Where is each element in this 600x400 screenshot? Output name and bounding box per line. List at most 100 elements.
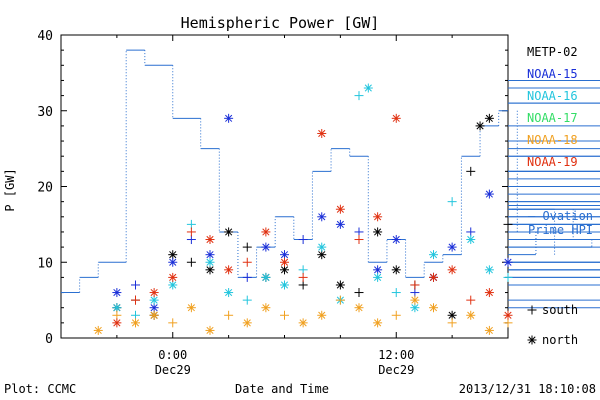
data-point [373, 318, 383, 328]
data-point [503, 272, 513, 282]
marker-legend-symbol [527, 335, 537, 345]
data-point [373, 227, 383, 237]
data-point [484, 265, 494, 275]
data-point [186, 257, 196, 267]
data-point [168, 280, 178, 290]
data-point [168, 257, 178, 267]
legend-item: NOAA-15 [527, 67, 578, 81]
data-point [484, 189, 494, 199]
y-tick-label: 10 [37, 256, 53, 271]
x-tick-label-time: 0:00 [158, 348, 187, 362]
data-point [224, 310, 234, 320]
x-tick-label-date: Dec29 [155, 363, 191, 377]
data-point [317, 128, 327, 138]
data-point [280, 265, 289, 275]
data-point [475, 121, 485, 131]
data-point [205, 257, 215, 267]
data-point [466, 227, 476, 237]
plot-credit: Plot: CCMC [4, 382, 76, 396]
data-point [298, 235, 308, 245]
data-point [466, 235, 476, 245]
data-point [503, 257, 513, 267]
data-point [373, 265, 383, 275]
data-point [354, 288, 364, 298]
data-point [410, 295, 420, 305]
data-point [335, 295, 345, 305]
data-point [429, 272, 438, 282]
data-point [149, 310, 159, 320]
marker-legend-label: north [542, 333, 578, 347]
series-noaa-18 [93, 295, 513, 335]
data-point [224, 227, 234, 237]
series-metp-02 [112, 113, 513, 320]
legend-item: METP-02 [527, 45, 578, 59]
data-point [242, 318, 252, 328]
data-point [447, 197, 457, 207]
ovation-legend-line1: — Ovation [528, 209, 593, 223]
data-point [447, 310, 457, 320]
data-point [447, 242, 457, 252]
legend-item: NOAA-16 [527, 89, 578, 103]
data-point [298, 265, 308, 275]
data-point [466, 295, 476, 305]
data-point [317, 250, 327, 260]
data-point [168, 272, 178, 282]
data-point [410, 288, 420, 298]
data-point [186, 227, 196, 237]
data-point [149, 303, 159, 313]
series-noaa-16 [112, 83, 513, 320]
data-point [466, 166, 476, 176]
data-point [335, 280, 345, 290]
data-point [391, 310, 401, 320]
data-point [354, 303, 364, 313]
marker-legend-symbol [527, 305, 537, 315]
data-point [298, 280, 308, 290]
data-point [224, 265, 234, 275]
data-point [280, 280, 289, 290]
data-point [484, 288, 494, 298]
data-point [261, 303, 271, 313]
legend-item: NOAA-19 [527, 155, 578, 169]
data-point [205, 265, 215, 275]
data-point [391, 113, 401, 123]
y-tick-label: 40 [37, 29, 53, 44]
data-point [168, 250, 178, 260]
data-point [261, 272, 271, 282]
data-point [391, 235, 401, 245]
data-point [410, 280, 420, 290]
data-point [317, 310, 327, 320]
data-point [131, 318, 140, 328]
data-point [224, 113, 234, 123]
data-point [298, 318, 308, 328]
data-point [298, 272, 308, 282]
data-point [317, 212, 327, 222]
data-point [484, 325, 494, 335]
data-point [429, 303, 438, 313]
data-point [242, 242, 252, 252]
data-point [131, 310, 140, 320]
x-tick-label-time: 12:00 [378, 348, 414, 362]
data-point [410, 303, 420, 313]
x-axis-label: Date and Time [235, 382, 329, 396]
data-point [168, 318, 178, 328]
data-point [447, 318, 457, 328]
data-point [373, 272, 383, 282]
data-point [112, 303, 122, 313]
data-point [112, 288, 122, 298]
data-point [280, 250, 289, 260]
data-point [149, 288, 159, 298]
data-point [354, 91, 364, 101]
data-point [335, 204, 345, 214]
legend-item: NOAA-18 [527, 133, 578, 147]
data-point [93, 325, 103, 335]
data-point [131, 295, 140, 305]
data-point [186, 235, 196, 245]
ovation-legend-line2: Prime HPI [528, 223, 593, 237]
data-point [373, 212, 383, 222]
data-point [242, 257, 252, 267]
data-point [447, 265, 457, 275]
data-point [363, 83, 373, 93]
data-point [112, 310, 122, 320]
y-tick-label: 20 [37, 181, 53, 196]
